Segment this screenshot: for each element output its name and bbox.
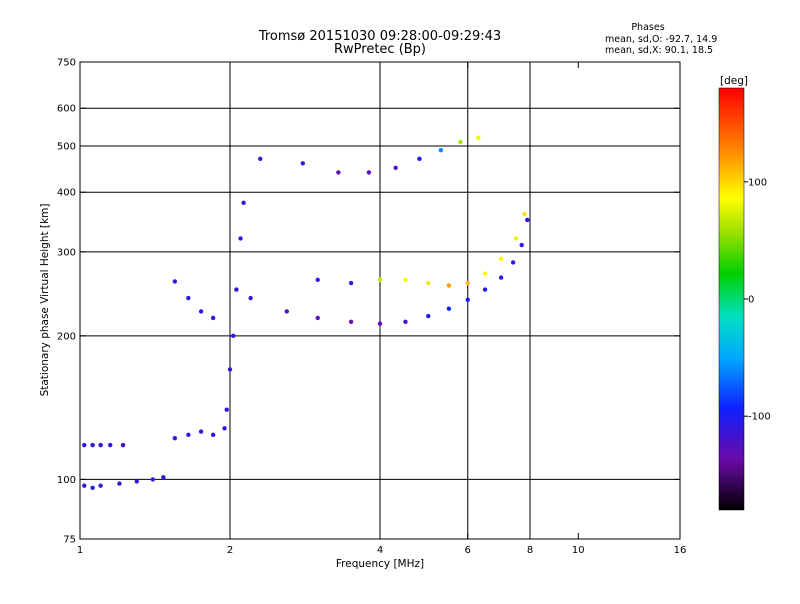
data-point (438, 147, 444, 153)
data-point (210, 315, 216, 321)
data-point (241, 200, 246, 206)
data-point (90, 442, 95, 448)
y-tick-label: 500 (57, 141, 76, 152)
data-point (525, 217, 530, 223)
data-point (458, 139, 463, 145)
data-point (186, 295, 191, 301)
data-point (120, 442, 126, 448)
data-point (134, 479, 139, 484)
y-tick-label: 400 (57, 188, 76, 199)
data-point (238, 236, 243, 241)
y-tick-label: 600 (57, 104, 76, 115)
data-point (336, 170, 341, 175)
data-point (224, 407, 229, 412)
data-point (222, 426, 227, 431)
y-tick-label: 75 (63, 535, 76, 546)
data-point (284, 309, 289, 314)
data-point (315, 315, 320, 321)
stats-x-line: mean, sd,X: 90.1, 18.5 (605, 45, 713, 56)
y-tick-label: 300 (57, 247, 76, 258)
data-point (150, 477, 156, 482)
data-point (172, 279, 178, 284)
chart-subtitle: RwPretec (Bp) (334, 42, 426, 57)
data-point (446, 306, 452, 311)
data-point (393, 165, 398, 171)
data-point (510, 260, 516, 265)
x-axis-ticks: 1 2 4 6 8 10 16 (77, 62, 687, 556)
data-point (210, 432, 216, 438)
y-axis-label: Stationary phase Virtual Height [km] (39, 204, 51, 397)
data-point (348, 319, 354, 324)
data-point (161, 475, 166, 480)
data-point (82, 442, 87, 448)
data-point (315, 277, 320, 283)
x-axis-label: Frequency [MHz] (336, 558, 424, 570)
stats-heading: Phases (631, 22, 664, 33)
x-tick-label: 8 (527, 545, 533, 556)
data-point (482, 287, 488, 292)
data-point (366, 170, 372, 175)
data-point (117, 481, 122, 486)
x-tick-label: 2 (227, 545, 233, 556)
x-tick-label: 4 (377, 545, 383, 556)
data-point (465, 297, 470, 302)
data-point (426, 313, 431, 319)
x-tick-label: 16 (674, 545, 687, 556)
data-point (90, 485, 95, 491)
data-point (476, 135, 481, 141)
colorbar-label: [deg] (720, 75, 748, 87)
data-point (417, 156, 422, 162)
data-point (498, 256, 504, 262)
data-point (403, 319, 408, 324)
data-point (300, 161, 306, 166)
chart-title: Tromsø 20151030 09:28:00-09:29:43 (258, 29, 501, 44)
data-point (198, 429, 204, 434)
data-point (348, 280, 354, 286)
data-point (513, 236, 519, 241)
data-point (465, 280, 470, 286)
data-point (186, 432, 191, 438)
data-point (98, 483, 103, 488)
data-point (519, 242, 524, 248)
y-tick-label: 200 (57, 331, 76, 342)
data-point (377, 321, 383, 326)
data-point (403, 277, 408, 283)
data-point (98, 442, 103, 448)
gridlines (80, 62, 680, 539)
data-point (482, 271, 488, 276)
y-axis-ticks: 75 100 200 300 400 500 600 750 (57, 58, 680, 546)
colorbar-tick-label: -100 (748, 412, 771, 423)
x-tick-label: 10 (572, 545, 585, 556)
x-tick-label: 6 (465, 545, 471, 556)
y-tick-label: 100 (57, 475, 76, 486)
data-points (82, 135, 530, 491)
data-point (258, 156, 263, 162)
data-point (234, 287, 239, 292)
data-point (108, 442, 113, 448)
colorbar-ticks: 100 0 -100 (744, 177, 771, 423)
data-point (446, 283, 452, 288)
data-point (172, 436, 178, 441)
data-point (227, 367, 233, 372)
data-point (198, 309, 204, 314)
data-point (377, 277, 383, 283)
colorbar-tick-label: 100 (748, 177, 767, 188)
y-tick-label: 750 (57, 58, 76, 69)
data-point (248, 295, 253, 301)
stats-o-line: mean, sd,O: -92.7, 14.9 (605, 34, 717, 45)
x-tick-label: 1 (77, 545, 83, 556)
data-point (426, 280, 431, 286)
colorbar-tick-label: 0 (748, 295, 754, 306)
data-point (82, 483, 87, 488)
data-point (522, 211, 527, 217)
colorbar (718, 87, 745, 511)
data-point (231, 333, 236, 339)
data-point (498, 275, 504, 280)
